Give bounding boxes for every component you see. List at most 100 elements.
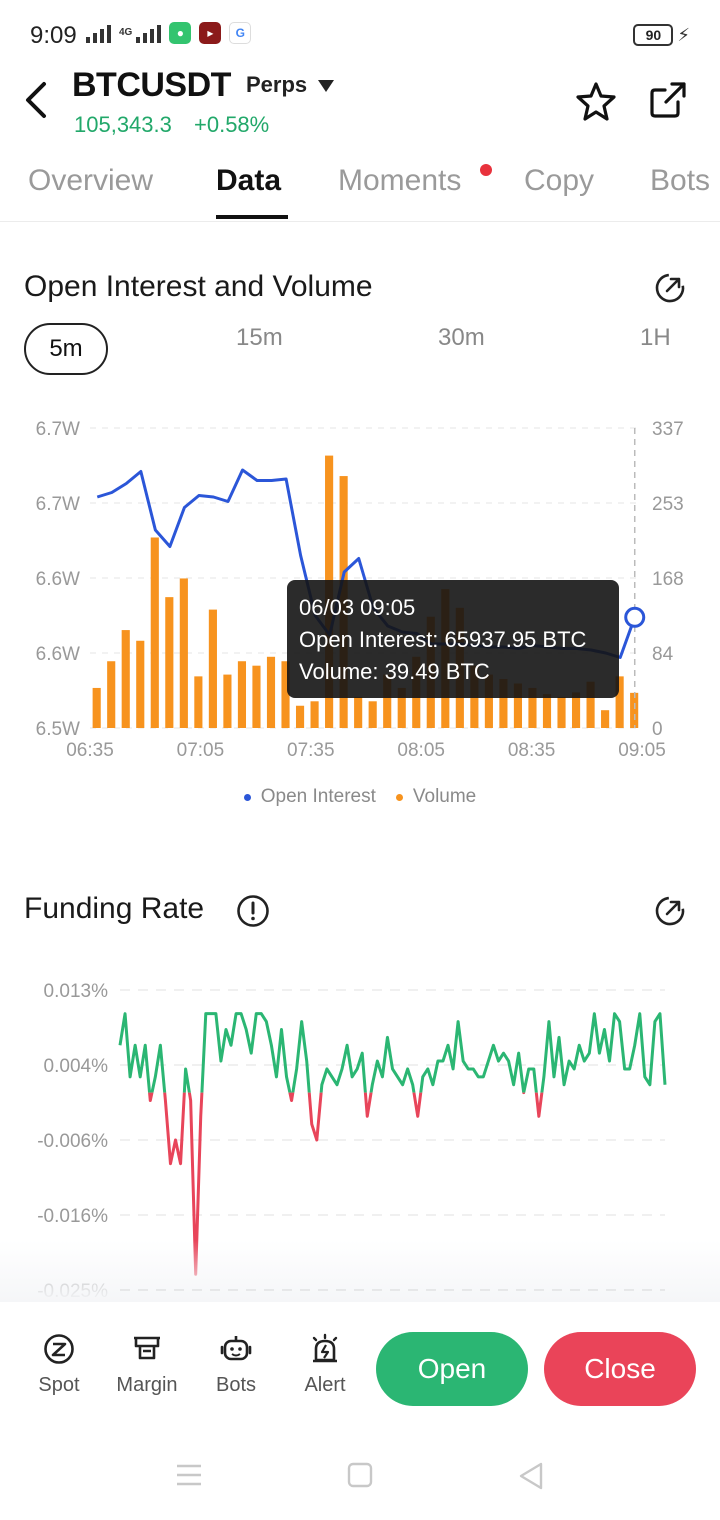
battery-level: 90	[633, 24, 674, 46]
bots-label: Bots	[215, 1374, 257, 1396]
scroll-fade	[0, 1240, 720, 1302]
open-position-button[interactable]: Open	[376, 1332, 528, 1406]
info-icon[interactable]	[236, 894, 270, 928]
tab-overview[interactable]: Overview	[28, 164, 154, 197]
margin-button[interactable]: Margin	[112, 1332, 182, 1397]
tab-copy[interactable]: Copy	[524, 164, 595, 197]
volume-bar	[484, 674, 493, 728]
interval-15m[interactable]: 15m	[236, 324, 283, 351]
contract-type[interactable]: Perps	[246, 72, 308, 97]
robot-icon	[220, 1336, 252, 1361]
y-tick-label: -0.006%	[37, 1131, 108, 1152]
bottom-action-bar: Spot Margin Bots Alert Open Close	[0, 1302, 720, 1432]
legend-volume[interactable]: Volume	[395, 786, 477, 808]
expand-funding-chart-icon[interactable]	[654, 895, 686, 927]
favorite-star-icon[interactable]	[574, 80, 618, 124]
network-type: 4G	[119, 27, 133, 38]
symbol-title[interactable]: BTCUSDT	[72, 66, 231, 104]
volume-bar	[499, 679, 508, 728]
interval-5m[interactable]: 5m	[24, 323, 108, 375]
y-tick-label: 0.013%	[44, 981, 109, 1002]
notification-dot	[480, 164, 492, 176]
margin-label: Margin	[116, 1374, 178, 1396]
tooltip-volume: Volume: 39.49 BTC	[299, 659, 490, 684]
volume-bar	[281, 661, 290, 728]
y-right-tick-label: 84	[652, 644, 674, 665]
volume-bar	[150, 537, 159, 728]
volume-bar	[208, 609, 217, 728]
chart-legend: Open Interest Volume	[0, 786, 720, 808]
x-tick-label: 08:35	[508, 740, 556, 761]
expand-chart-icon[interactable]	[654, 272, 686, 304]
legend-volume-label: Volume	[412, 786, 477, 807]
home-nav-icon[interactable]	[347, 1462, 373, 1488]
battery-indicator: 90 ⚡	[633, 24, 690, 46]
last-price: 105,343.3	[74, 112, 172, 137]
y-right-tick-label: 337	[652, 419, 684, 440]
volume-bar	[586, 681, 595, 728]
volume-bar	[237, 661, 247, 728]
spot-icon	[44, 1334, 74, 1364]
volume-bar	[368, 701, 377, 728]
legend-dot-volume	[395, 793, 403, 801]
spot-label: Spot	[38, 1374, 80, 1396]
interval-30m[interactable]: 30m	[438, 324, 485, 351]
status-time: 9:09	[30, 22, 77, 49]
volume-bar	[513, 683, 523, 728]
funding-rate-title: Funding Rate	[24, 892, 205, 925]
app-notification-icon-2: ▸	[199, 22, 222, 44]
alert-button[interactable]: Alert	[290, 1332, 360, 1397]
y-left-tick-label: 6.7W	[36, 419, 80, 440]
chevron-down-icon[interactable]	[318, 80, 334, 92]
chart-tooltip: 06/03 09:05 Open Interest: 65937.95 BTC …	[287, 580, 619, 698]
y-left-tick-label: 6.7W	[36, 494, 80, 515]
back-nav-icon[interactable]	[518, 1462, 544, 1490]
status-bar: 9:09 4G ● ▸ G 90 ⚡	[0, 0, 720, 72]
tab-bots[interactable]: Bots	[650, 164, 711, 197]
volume-bar	[92, 687, 101, 728]
volume-bar	[571, 692, 581, 728]
volume-bar	[223, 674, 232, 728]
tab-moments[interactable]: Moments	[338, 164, 462, 197]
bots-button[interactable]: Bots	[201, 1332, 271, 1397]
y-right-tick-label: 168	[652, 569, 684, 590]
open-interest-title: Open Interest and Volume	[24, 270, 373, 303]
app-notification-icon: ●	[169, 22, 192, 44]
volume-bar	[194, 676, 203, 728]
menu-nav-icon[interactable]	[176, 1462, 202, 1488]
header: BTCUSDT Perps 105,343.3 +0.58%	[0, 60, 720, 150]
tab-data[interactable]: Data	[216, 164, 282, 197]
alarm-icon	[312, 1333, 338, 1363]
y-left-tick-label: 6.6W	[36, 569, 80, 590]
volume-bar	[179, 578, 188, 728]
volume-bar	[397, 687, 406, 728]
spot-button[interactable]: Spot	[24, 1332, 94, 1397]
x-tick-label: 07:35	[287, 740, 335, 761]
volume-bar	[542, 694, 552, 728]
volume-bar	[266, 656, 276, 728]
volume-bar	[310, 701, 319, 728]
tooltip-open-interest: Open Interest: 65937.95 BTC	[299, 627, 587, 652]
y-right-tick-label: 253	[652, 494, 684, 515]
x-tick-label: 08:05	[397, 740, 445, 761]
volume-bar	[615, 676, 624, 728]
close-position-button[interactable]: Close	[544, 1332, 696, 1406]
volume-bar	[295, 705, 305, 728]
back-icon[interactable]	[18, 80, 54, 120]
funding-rate-chart[interactable]: 0.013%0.004%-0.006%-0.016%-0.025%	[0, 970, 720, 1310]
legend-open-interest-label: Open Interest	[260, 786, 376, 807]
funding-rate-line-positive	[118, 1012, 667, 1093]
volume-bar	[557, 696, 566, 728]
y-tick-label: -0.016%	[37, 1206, 108, 1227]
share-icon[interactable]	[648, 80, 688, 120]
signal-icon-2	[136, 23, 162, 43]
interval-1h[interactable]: 1H	[640, 324, 671, 351]
price-change: +0.58%	[194, 112, 270, 137]
legend-open-interest[interactable]: Open Interest	[243, 786, 376, 808]
y-left-tick-label: 6.6W	[36, 644, 80, 665]
volume-bar	[354, 696, 363, 728]
volume-bar	[630, 692, 639, 728]
volume-bar	[601, 710, 610, 728]
legend-dot-open-interest	[243, 793, 251, 801]
margin-icon	[134, 1336, 160, 1360]
